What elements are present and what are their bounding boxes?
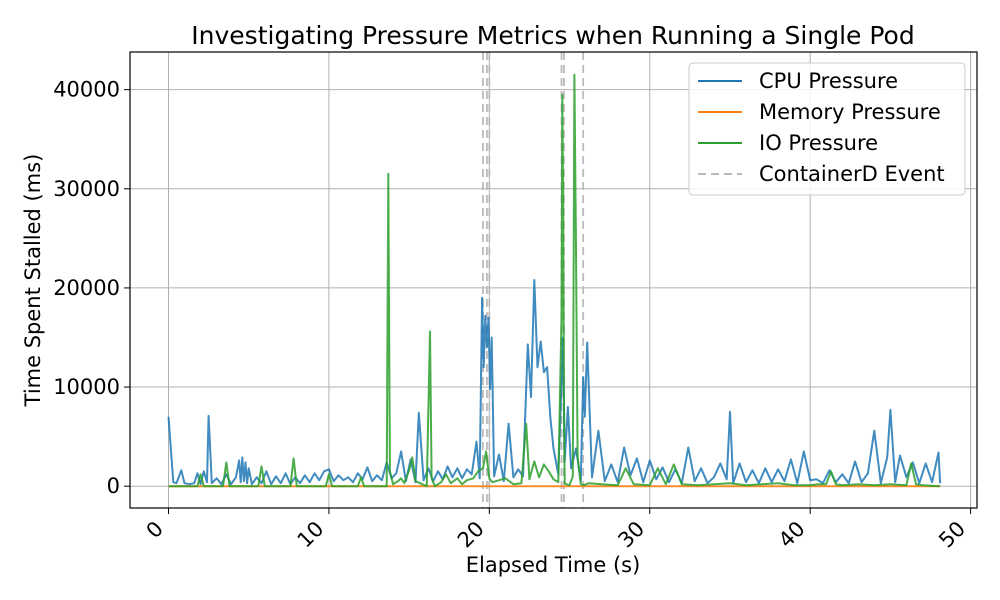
y-tick-label: 30000 xyxy=(53,177,120,201)
legend-box xyxy=(688,62,966,196)
x-tick-label: 40 xyxy=(774,517,810,553)
legend-label-event: ContainerD Event xyxy=(759,162,945,186)
x-tick-label: 0 xyxy=(142,517,168,543)
legend-label-memory: Memory Pressure xyxy=(759,100,941,124)
x-axis-label: Elapsed Time (s) xyxy=(466,553,641,577)
x-tick-label: 30 xyxy=(613,517,649,553)
x-tick-label: 50 xyxy=(934,517,970,553)
legend-label-io: IO Pressure xyxy=(759,131,878,155)
y-tick-label: 20000 xyxy=(53,276,120,300)
cpu-pressure-line xyxy=(167,279,942,486)
y-tick-label: 40000 xyxy=(53,78,120,102)
event-lines xyxy=(482,52,585,508)
io-pressure-line xyxy=(168,73,941,488)
y-tick-label: 0 xyxy=(107,474,120,498)
legend: CPU Pressure Memory Pressure IO Pressure… xyxy=(688,62,966,196)
chart-title: Investigating Pressure Metrics when Runn… xyxy=(191,21,914,50)
legend-label-cpu: CPU Pressure xyxy=(759,69,898,93)
y-tick-label: 10000 xyxy=(53,375,120,399)
y-axis-label: Time Spent Stalled (ms) xyxy=(21,154,45,408)
plot-frame xyxy=(129,51,978,509)
x-tick-label: 20 xyxy=(453,517,489,553)
x-tick-label: 10 xyxy=(293,517,329,553)
series-lines xyxy=(167,73,942,488)
